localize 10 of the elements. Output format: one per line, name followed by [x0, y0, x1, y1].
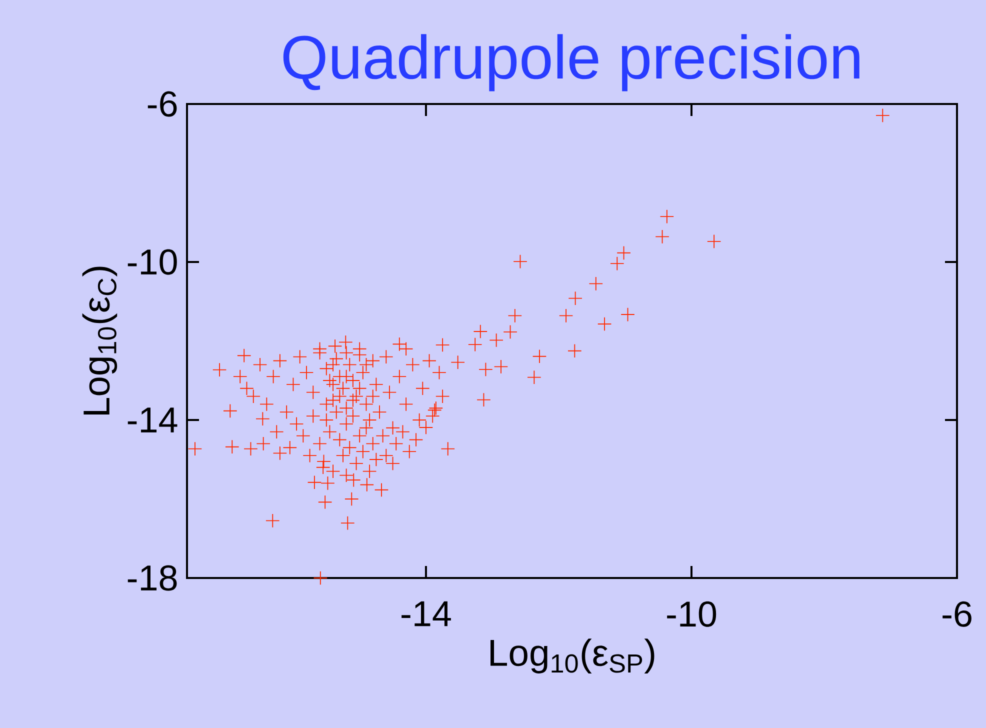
x-tick-label: -10 [667, 601, 716, 627]
y-tick-label: -10 [128, 249, 177, 275]
y-axis-title: Log$_{10}$(ε$_{C}$) [82, 266, 118, 414]
x-axis-title: Log$_{10}$(ε$_{SP}$) [490, 638, 654, 674]
y-tick-label: -18 [128, 565, 177, 591]
x-tick-label: -14 [402, 601, 451, 626]
y-tick-label: -6 [148, 91, 177, 117]
y-tick-label: -14 [128, 408, 178, 432]
x-tick-label: -6 [942, 601, 972, 627]
chart-title: Quadrupole precision [283, 34, 860, 92]
